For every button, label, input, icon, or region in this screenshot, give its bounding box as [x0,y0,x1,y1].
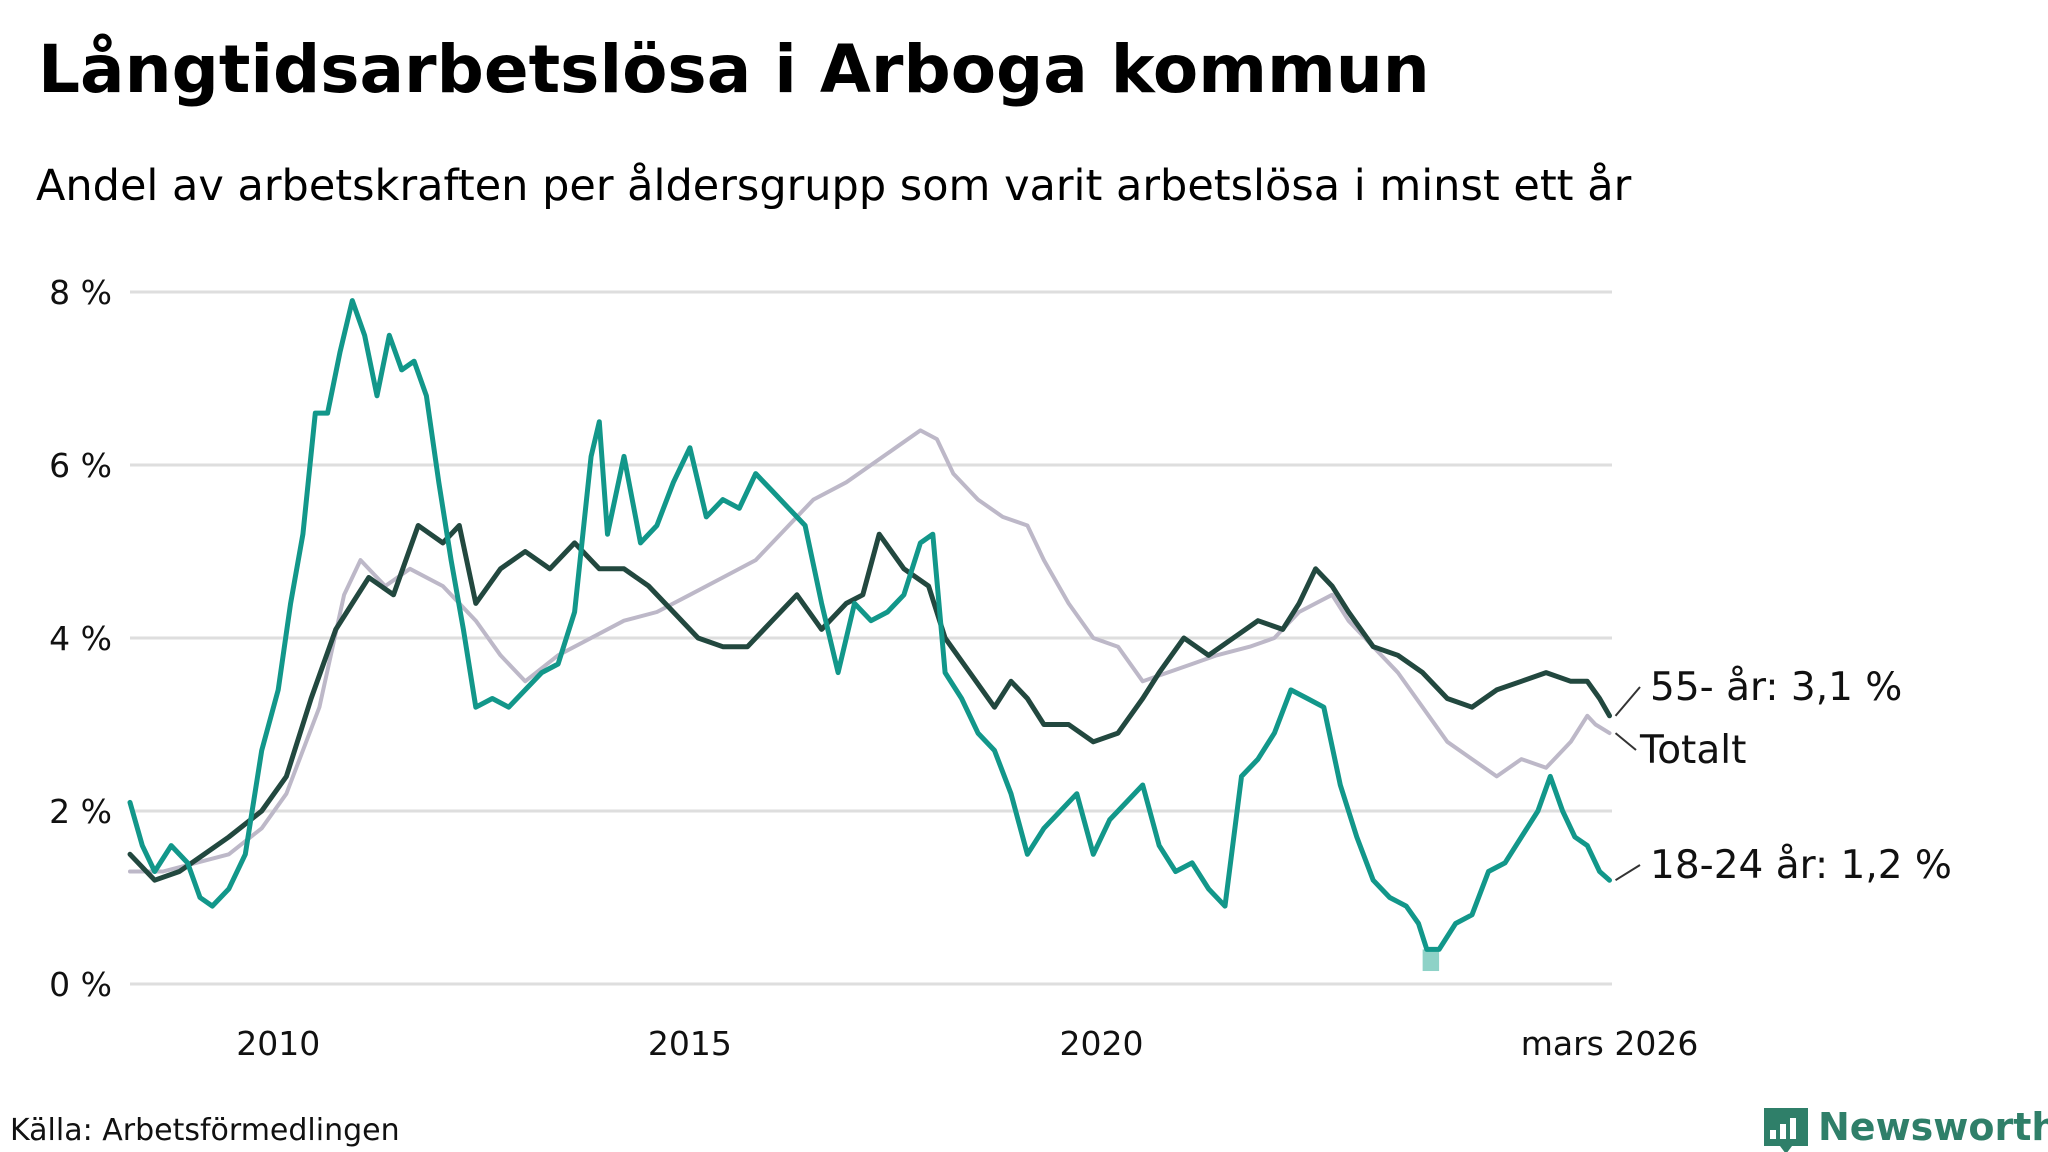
y-tick-label: 8 % [49,273,112,312]
end-label-youth: 18-24 år: 1,2 % [1650,843,1952,888]
series-end-labels: Totalt 55- år: 3,1 % 18-24 år: 1,2 % [1614,665,1952,888]
x-tick-label: 2020 [1060,1024,1144,1063]
y-tick-label: 4 % [49,619,112,658]
source-note: Källa: Arbetsförmedlingen [10,1113,400,1148]
end-label-senior: 55- år: 3,1 % [1650,665,1902,710]
newsworthy-chart-icon [1764,1108,1808,1152]
y-tick-label: 6 % [49,446,112,485]
x-axis-ticks: 2010 2015 2020 mars 2026 [236,1024,1698,1063]
x-tick-label: 2010 [236,1024,320,1063]
y-tick-label: 0 % [49,965,112,1004]
leader-line-youth [1615,864,1641,882]
youth-low-highlight-mark [1422,949,1440,972]
newsworthy-wordmark: Newsworthy [1818,1105,2048,1149]
x-tick-label: mars 2026 [1521,1024,1699,1063]
chart-title: Långtidsarbetslösa i Arboga kommun [38,31,1430,108]
series-line-youth [127,298,1612,952]
newsworthy-logo[interactable]: Newsworthy [1764,1105,2048,1152]
end-label-total: Totalt [1639,728,1746,773]
youth-low-highlight [1422,949,1440,972]
leader-line-total [1614,732,1637,751]
series-line-senior [127,523,1612,883]
y-tick-label: 2 % [49,792,112,831]
gridlines [130,290,1612,986]
x-tick-label: 2015 [648,1024,732,1063]
leader-line-senior [1614,686,1641,717]
chart-subtitle: Andel av arbetskraften per åldersgrupp s… [36,161,1632,211]
series-lines [127,298,1612,952]
y-axis-ticks: 0 % 2 % 4 % 6 % 8 % [49,273,112,1004]
